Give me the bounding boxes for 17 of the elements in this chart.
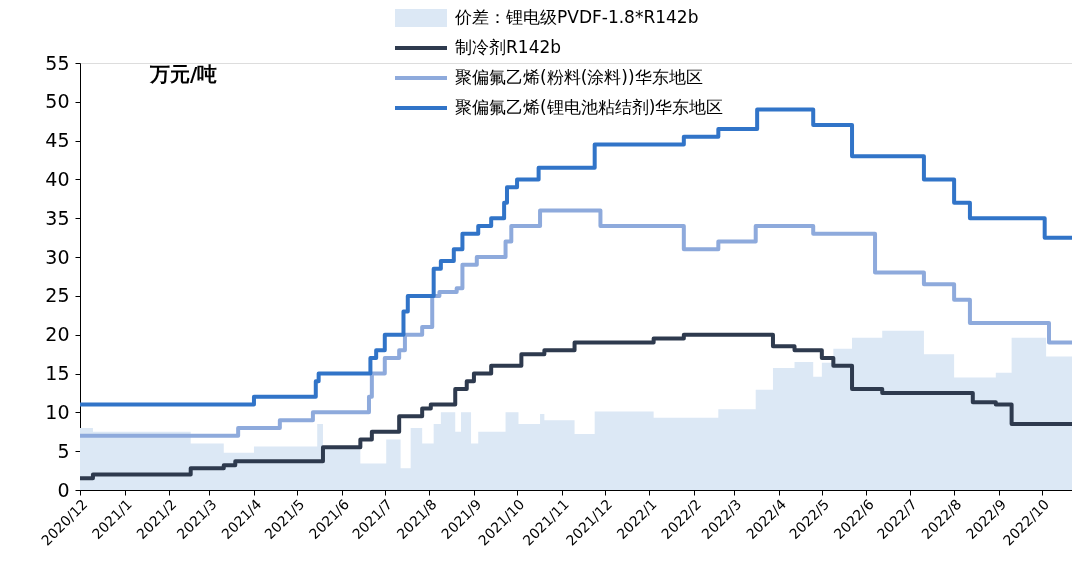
y-tick-label: 30: [45, 245, 70, 268]
y-tick-label: 15: [45, 362, 70, 385]
legend-label: 聚偏氟乙烯(粉料(涂料))华东地区: [455, 67, 703, 87]
y-tick-label: 40: [45, 167, 70, 190]
y-tick-label: 5: [57, 439, 70, 462]
legend-label: 制冷剂R142b: [455, 37, 562, 57]
legend-label: 价差：锂电级PVDF-1.8*R142b: [454, 7, 699, 27]
y-tick-label: 45: [45, 129, 70, 152]
y-axis-title: 万元/吨: [149, 62, 218, 86]
y-tick-label: 50: [45, 90, 70, 113]
y-tick-label: 10: [45, 400, 70, 423]
y-tick-label: 25: [45, 284, 70, 307]
y-tick-label: 0: [57, 478, 70, 501]
y-tick-label: 35: [45, 206, 70, 229]
legend-label: 聚偏氟乙烯(锂电池粘结剂)华东地区: [455, 97, 724, 117]
y-tick-label: 20: [45, 323, 70, 346]
y-tick-label: 55: [45, 51, 70, 74]
